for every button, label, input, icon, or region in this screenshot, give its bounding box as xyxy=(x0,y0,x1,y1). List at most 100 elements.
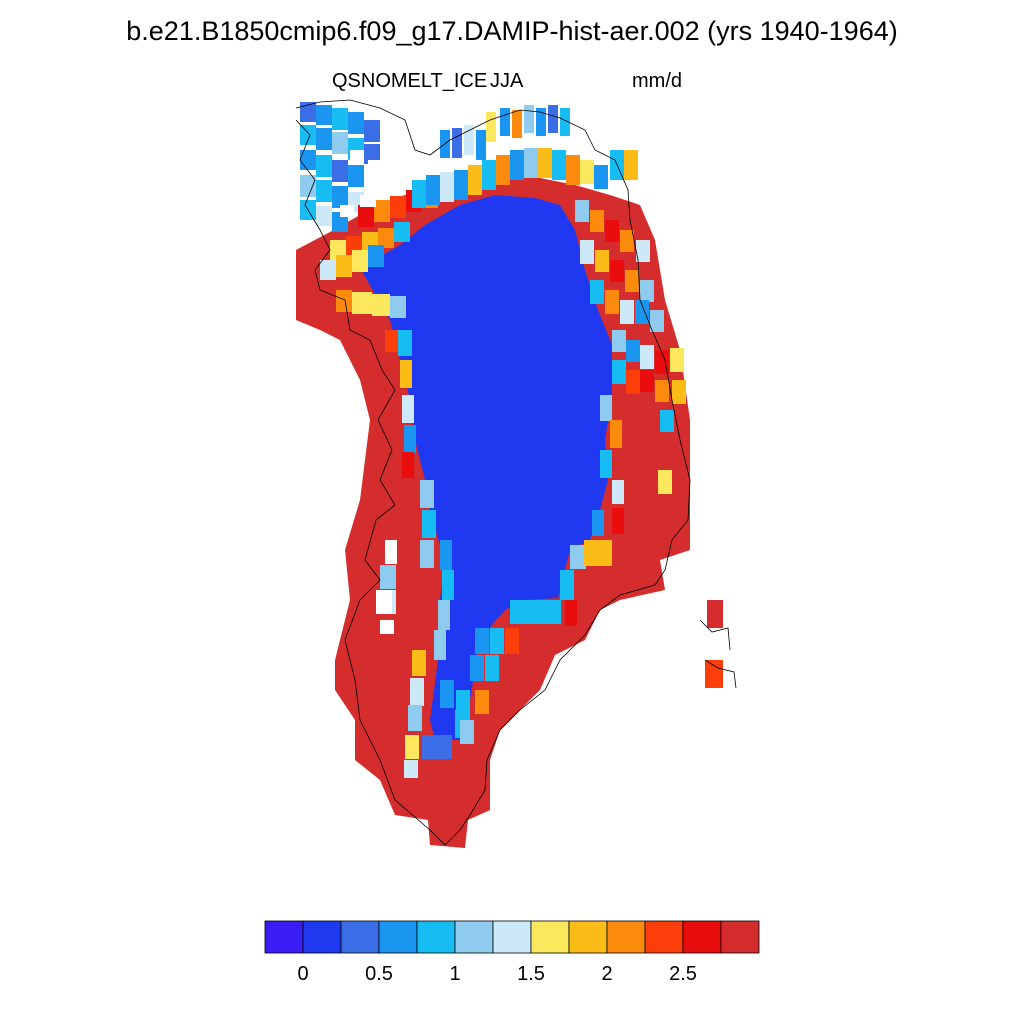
map-cell xyxy=(364,144,380,164)
map-cell xyxy=(538,148,552,178)
map-cell xyxy=(565,600,577,626)
ice-interior-region xyxy=(360,195,612,740)
map-cell xyxy=(404,760,418,778)
map-cell xyxy=(612,480,624,504)
map-gap xyxy=(368,160,382,172)
colorbar-tick-label: 0.5 xyxy=(365,963,393,985)
map-cell xyxy=(575,200,589,222)
map-cell xyxy=(398,330,412,356)
map-cell xyxy=(404,425,416,453)
map-cell xyxy=(378,228,394,248)
figure-title: b.e21.B1850cmip6.f09_g17.DAMIP-hist-aer.… xyxy=(126,16,898,46)
map-cell xyxy=(560,108,570,136)
colorbar-swatch xyxy=(492,920,532,954)
map-cell xyxy=(592,510,604,536)
map-cell xyxy=(358,205,374,227)
map-gap xyxy=(340,205,354,217)
map-cell xyxy=(707,600,723,628)
coastline xyxy=(699,619,737,689)
map-cell xyxy=(580,160,594,184)
map-cell xyxy=(660,410,674,432)
map-cell xyxy=(405,735,419,759)
map-cell xyxy=(705,660,723,688)
variable-label: QSNOMELT_ICE xyxy=(332,70,488,92)
colorbar-swatch xyxy=(606,920,646,954)
map-cell xyxy=(390,196,406,218)
map-cell xyxy=(402,452,414,478)
map-cell xyxy=(655,380,669,402)
map-cell xyxy=(420,480,434,508)
map-cell xyxy=(636,240,650,262)
map-cell xyxy=(394,222,410,242)
map-cell xyxy=(372,294,390,316)
map-cell xyxy=(336,290,352,312)
map-cell xyxy=(482,160,496,190)
coastline xyxy=(295,99,691,846)
map-cell xyxy=(300,175,316,197)
map-cell xyxy=(658,470,672,494)
map-cell xyxy=(348,165,364,187)
map-cell xyxy=(510,150,524,180)
map-cell xyxy=(496,155,510,185)
colorbar-swatch xyxy=(378,920,418,954)
map-cell xyxy=(440,680,454,708)
colorbar-swatch xyxy=(682,920,722,954)
map-cell xyxy=(460,720,474,744)
map-cell xyxy=(536,108,546,136)
map-cell xyxy=(595,250,609,272)
map-cell xyxy=(374,200,390,222)
map-cell xyxy=(512,110,522,138)
map-cell xyxy=(605,220,619,242)
map-cell xyxy=(650,310,664,332)
map-cell xyxy=(524,105,534,133)
map-cell xyxy=(590,280,604,304)
map-cell xyxy=(552,150,566,180)
colorbar-swatch xyxy=(264,920,304,954)
map-cell xyxy=(422,510,436,538)
map-cell xyxy=(316,105,332,125)
map-gap xyxy=(380,620,394,634)
map-cell xyxy=(640,280,654,302)
colorbar-swatch xyxy=(720,920,760,954)
map-cell xyxy=(485,655,499,681)
map-cell xyxy=(524,148,538,178)
map-cell xyxy=(412,180,426,208)
colorbar-swatch xyxy=(416,920,456,954)
colorbar-tick-label: 2.5 xyxy=(669,963,697,985)
map-cell xyxy=(612,360,626,384)
map-cell xyxy=(594,165,608,189)
season-label: JJA xyxy=(490,70,524,92)
colorbar-tick-label: 1 xyxy=(449,963,460,985)
map-cell xyxy=(640,370,654,392)
map-cell xyxy=(464,125,474,155)
map-cell xyxy=(570,545,586,569)
map-cell xyxy=(470,655,484,681)
map-cell xyxy=(316,180,332,202)
map-cell xyxy=(390,296,406,318)
map-cell xyxy=(332,108,348,130)
colorbar-tick-label: 1.5 xyxy=(517,963,545,985)
map-cell xyxy=(364,120,380,142)
map-cell xyxy=(610,260,624,282)
map-cell xyxy=(500,108,510,136)
colorbar-tick-label: 2 xyxy=(601,963,612,985)
colorbar-swatch xyxy=(340,920,380,954)
colorbar-swatch xyxy=(530,920,570,954)
map-cell xyxy=(434,630,446,660)
map-cell xyxy=(505,628,519,654)
map-cell xyxy=(566,155,580,185)
map-cell xyxy=(380,565,396,589)
map-cell xyxy=(486,112,496,142)
map-cell xyxy=(626,340,640,362)
map-cell xyxy=(336,255,352,277)
map-cell xyxy=(475,628,489,654)
map-cell xyxy=(620,300,634,324)
colorbar-swatch xyxy=(302,920,342,954)
map-cell xyxy=(402,395,414,423)
map-cell xyxy=(612,508,624,534)
colorbar-swatch xyxy=(454,920,494,954)
map-cell xyxy=(625,270,639,292)
map-cell xyxy=(490,628,504,654)
map-cell xyxy=(605,290,619,314)
